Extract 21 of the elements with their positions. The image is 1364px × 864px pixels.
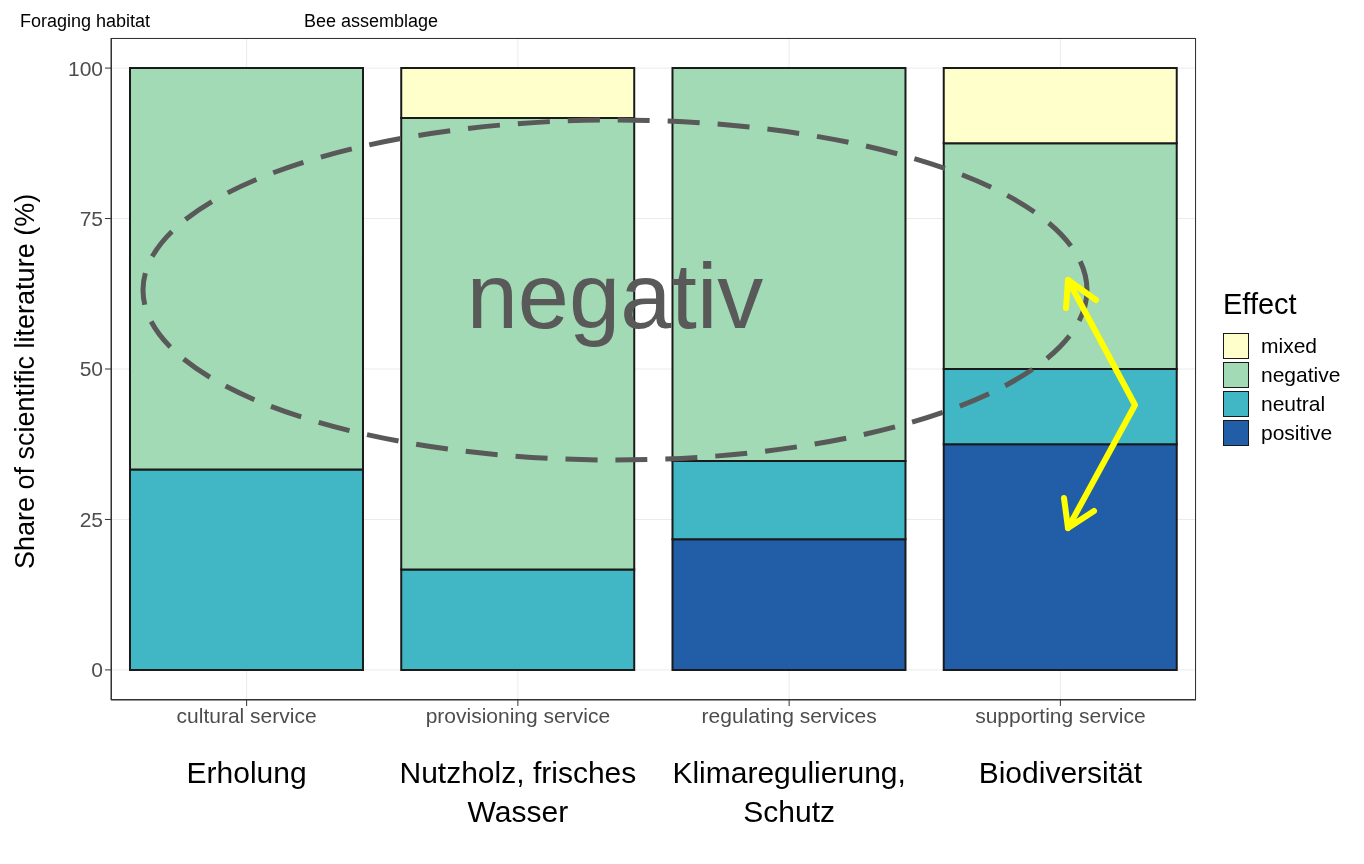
legend-label: positive [1261,420,1333,445]
y-tick-label: 25 [79,507,103,531]
text: Bee assemblage [304,11,439,31]
y-tick-label: 100 [67,56,103,80]
text: Klimaregulierung, Schutz [671,755,907,830]
legend-title: Effect [1223,288,1298,321]
text: Nutzholz, frisches Wasser [398,755,638,830]
text: Foraging habitat [20,11,151,31]
text: Erholung [185,755,308,791]
x-tick-label: provisioning service [425,703,611,727]
legend-label: negative [1261,362,1341,387]
y-tick-label: 75 [79,207,103,230]
legend-label: neutral [1261,391,1326,416]
y-tick-label: 0 [91,658,103,682]
x-tick-label: cultural service [176,703,317,727]
y-tick-label: 50 [79,357,103,381]
x-tick-label: supporting service [975,703,1146,727]
legend-label: mixed [1261,333,1318,358]
text: Biodiversität [977,755,1144,791]
x-tick-label: regulating services [701,703,877,727]
y-axis-title: Share of scientific literature (%) [9,193,40,569]
